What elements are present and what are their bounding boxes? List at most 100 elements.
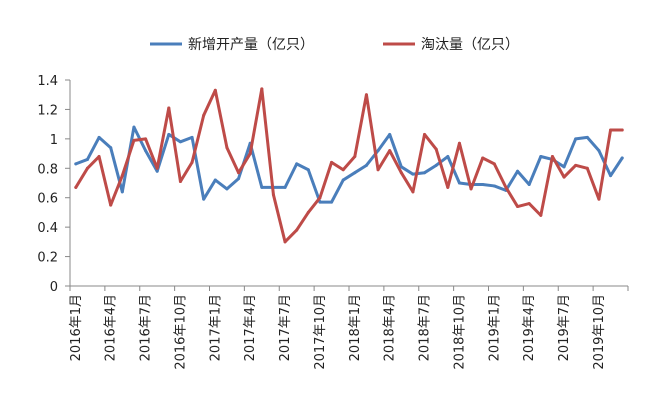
data-point-s1 [609,174,613,178]
data-point-s1 [620,156,624,160]
data-point-s1 [132,125,136,129]
data-point-s2 [178,180,182,184]
y-tick-label: 0.2 [37,251,58,266]
y-tick-label: 0 [50,280,58,295]
data-point-s1 [283,185,287,189]
data-point-s2 [97,155,101,159]
data-point-s2 [457,141,461,145]
data-point-s1 [527,182,531,186]
data-point-s2 [248,152,252,156]
data-point-s2 [237,171,241,175]
data-point-s1 [574,137,578,141]
data-point-s2 [492,162,496,166]
data-point-s2 [155,166,159,170]
y-tick-label: 1 [50,133,58,148]
data-point-s1 [202,197,206,201]
data-point-s2 [353,155,357,159]
data-point-s1 [85,157,89,161]
legend-label-2: 淘汰量（亿只） [421,37,519,53]
legend: 新增开产量（亿只） 淘汰量（亿只） [150,37,519,53]
data-point-s2 [481,156,485,160]
series-line-2 [74,87,624,244]
data-point-s1 [225,187,229,191]
data-point-s2 [434,147,438,151]
data-point-s2 [550,155,554,159]
data-point-s1 [97,135,101,139]
series-line-1 [74,125,624,204]
plot-area [74,87,624,244]
data-point-s1 [492,184,496,188]
data-point-s1 [353,171,357,175]
x-tick-label: 2016年10月 [173,294,188,370]
data-point-s1 [423,171,427,175]
data-point-s2 [330,160,334,164]
data-point-s2 [574,163,578,167]
data-point-s2 [341,168,345,172]
x-tick-label: 2016年1月 [69,294,84,361]
data-point-s1 [190,135,194,139]
y-tick-label: 0.4 [37,221,58,236]
axes: 0 0.2 0.4 0.6 0.8 1 1.2 1.4 2016年1月 2016年4月 2016年7… [37,74,629,370]
data-point-s1 [481,182,485,186]
data-point-s1 [399,165,403,169]
data-point-s1 [144,149,148,153]
data-point-s1 [178,140,182,144]
data-point-s1 [457,181,461,185]
data-point-s2 [469,187,473,191]
data-point-s2 [120,174,124,178]
x-tick-label: 2016年7月 [139,294,154,361]
data-point-s2 [190,160,194,164]
data-point-s2 [516,205,520,209]
data-point-s2 [388,149,392,153]
data-point-s2 [85,166,89,170]
data-point-s1 [155,169,159,173]
x-tick-label: 2018年4月 [383,294,398,361]
data-point-s1 [341,178,345,182]
data-point-s1 [120,190,124,194]
data-point-s2 [271,193,275,197]
legend-label-1: 新增开产量（亿只） [188,37,314,53]
data-point-s1 [167,132,171,136]
data-point-s2 [306,210,310,214]
data-point-s2 [167,106,171,110]
y-tick-label: 1.4 [37,74,58,89]
data-point-s2 [260,87,264,91]
x-tick-label: 2018年1月 [348,294,363,361]
x-tick-label: 2019年4月 [522,294,537,361]
data-point-s1 [597,149,601,153]
data-point-s2 [399,171,403,175]
x-tick-label: 2017年4月 [243,294,258,361]
data-point-s2 [225,146,229,150]
data-point-s2 [423,132,427,136]
y-tick-label: 0.8 [37,162,58,177]
data-point-s2 [74,185,78,189]
y-tick-label: 1.2 [37,103,58,118]
x-tick-label: 2016年4月 [104,294,119,361]
x-tick-label: 2019年1月 [487,294,502,361]
data-point-s2 [597,197,601,201]
x-tick-label: 2017年10月 [313,294,328,370]
data-point-s1 [260,185,264,189]
data-point-s1 [364,163,368,167]
data-point-s1 [539,155,543,159]
data-point-s2 [609,128,613,132]
data-point-s1 [318,200,322,204]
data-point-s1 [213,178,217,182]
x-tick-label: 2019年10月 [592,294,607,370]
x-tick-label: 2017年1月 [208,294,223,361]
data-point-s2 [446,185,450,189]
data-point-s2 [585,166,589,170]
data-point-s2 [504,185,508,189]
data-point-s1 [237,177,241,181]
data-point-s1 [306,168,310,172]
data-point-s2 [562,175,566,179]
data-point-s1 [446,155,450,159]
data-point-s2 [376,168,380,172]
data-point-s2 [620,128,624,132]
data-point-s1 [516,169,520,173]
data-point-s2 [411,190,415,194]
data-point-s1 [376,149,380,153]
y-tick-label: 0.6 [37,192,58,207]
data-point-s2 [318,196,322,200]
